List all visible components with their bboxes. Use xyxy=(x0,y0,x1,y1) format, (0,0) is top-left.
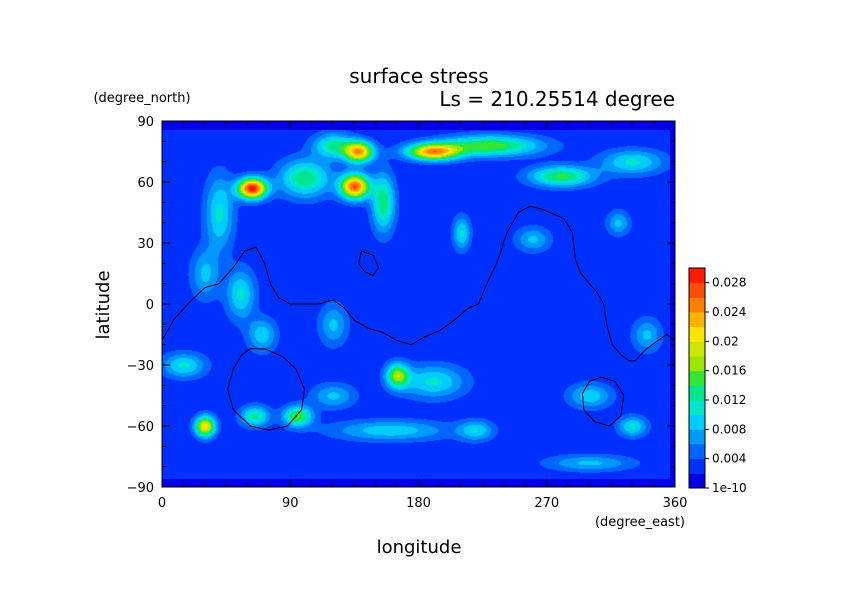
topography-contour-0 xyxy=(161,205,676,362)
colorbar-swatch xyxy=(689,268,705,284)
field-raster-container xyxy=(162,130,670,479)
colorbar: 0.028 0.024 0.02 0.016 0.012 0.008 0.004 1e-10 xyxy=(688,267,747,495)
x-unit-label: (degree_east) xyxy=(595,515,685,530)
surface-stress-field xyxy=(162,130,670,479)
colorbar-frame xyxy=(688,267,706,489)
y-tick-label: 0 xyxy=(146,298,154,313)
y-tick-label: −30 xyxy=(127,359,154,374)
plot-area: 0 90 180 270 360 90 60 30 0 −30 −60 −90 xyxy=(127,115,688,511)
y-tick-label: 30 xyxy=(137,237,154,252)
x-tick-label: 360 xyxy=(663,496,688,511)
x-tick-label: 0 xyxy=(158,496,166,511)
x-axis-ticks: 0 90 180 270 360 xyxy=(158,121,688,511)
colorbar-swatch xyxy=(689,458,705,474)
colorbar-tick-label: 0.008 xyxy=(712,422,746,436)
topography-contour-2 xyxy=(581,376,625,427)
colorbar-swatch xyxy=(689,385,705,401)
colorbar-swatch xyxy=(689,370,705,386)
colorbar-tick-label: 0.024 xyxy=(712,305,746,319)
y-tick-label: 90 xyxy=(137,115,154,130)
colorbar-tick-label: 0.02 xyxy=(712,334,739,348)
colorbar-swatch xyxy=(689,356,705,372)
colorbar-tick-label: 0.012 xyxy=(712,393,746,407)
y-tick-label: −60 xyxy=(127,420,154,435)
y-axis-ticks: 90 60 30 0 −30 −60 −90 xyxy=(127,115,675,496)
colorbar-tick-label: 0.028 xyxy=(712,276,746,290)
y-tick-label: 60 xyxy=(137,176,154,191)
colorbar-tick-label: 0.016 xyxy=(712,364,746,378)
colorbar-swatch xyxy=(689,414,705,430)
colorbar-tick-label: 1e-10 xyxy=(712,481,747,495)
x-tick-label: 180 xyxy=(406,496,431,511)
y-tick-label: −90 xyxy=(127,481,154,496)
colorbar-tick-label: 0.004 xyxy=(712,452,746,466)
topography-contour-3 xyxy=(358,250,380,277)
x-tick-label: 90 xyxy=(282,496,299,511)
y-unit-label: (degree_north) xyxy=(93,91,190,106)
colorbar-swatch xyxy=(689,326,705,342)
x-axis-label: longitude xyxy=(377,537,462,558)
colorbar-swatch xyxy=(689,282,705,298)
x-tick-label: 270 xyxy=(534,496,559,511)
colorbar-swatch xyxy=(689,341,705,357)
colorbar-swatch xyxy=(689,297,705,313)
colorbar-swatch xyxy=(689,429,705,445)
topography-contours xyxy=(161,205,676,431)
colorbar-swatch xyxy=(689,400,705,416)
y-axis-label: latitude xyxy=(93,270,114,339)
colorbar-swatch xyxy=(689,444,705,460)
chart-title: surface stress xyxy=(349,64,488,88)
chart-subtitle: Ls = 210.25514 degree xyxy=(439,87,675,111)
topography-contour-1 xyxy=(227,348,306,431)
colorbar-swatch xyxy=(689,312,705,328)
colorbar-swatch xyxy=(689,473,705,489)
